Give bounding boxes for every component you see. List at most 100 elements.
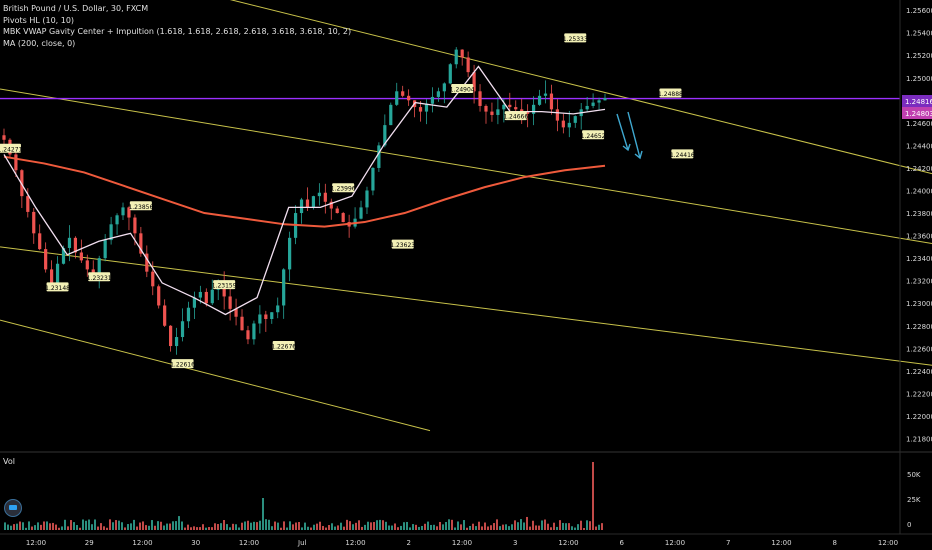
legend-symbol[interactable]: British Pound / U.S. Dollar, 30, FXCM [3,4,149,13]
volume-bar [289,521,291,530]
volume-bar [421,525,423,530]
volume-bar [502,524,504,530]
channel-line-0 [229,0,932,175]
candles [2,47,607,355]
volume-bar [595,526,597,530]
volume-bar [541,520,543,530]
volume-bar [97,526,99,530]
pivot-label: 1.23148 [45,285,70,292]
volume-bar [136,526,138,530]
price-tick-label: 1.25000 [906,75,932,83]
volume-bar [394,523,396,530]
volume-bar [460,524,462,530]
candle [157,286,161,306]
ma-200-line [3,155,606,228]
candle [365,190,369,208]
time-tick-label: 12:00 [26,539,46,547]
volume-bar [223,520,225,530]
legend: British Pound / U.S. Dollar, 30, FXCM Pi… [3,3,351,49]
volume-bar [442,524,444,530]
volume-bar [466,527,468,530]
candle [198,291,202,298]
volume-bar [511,524,513,530]
time-tick-label: 12:00 [452,539,472,547]
vwap-line [3,65,606,316]
volume-bar [166,523,168,530]
volume-bar [382,520,384,530]
pivot-label: 1.24888 [658,91,683,98]
volume-bar [64,519,66,530]
volume-bar [259,520,261,530]
volume-bar [148,525,150,530]
price-tick-label: 1.22800 [906,323,932,331]
candle [597,100,601,103]
volume-bar [55,524,57,530]
volume-bar [328,525,330,530]
volume-bar [445,521,447,530]
candle [276,305,280,313]
candle [246,330,250,340]
volume-bar [7,524,9,530]
candle [121,207,125,216]
volume-bar [295,522,297,530]
candle [460,49,464,58]
candle [502,104,506,110]
candle [85,260,89,270]
volume-bar [19,521,21,530]
pivot-label-box [659,88,682,98]
price-tick-label: 1.25600 [906,7,932,15]
volume-bar [85,520,87,530]
volume-bar [25,527,27,530]
candle [603,98,607,101]
volume-bar [292,524,294,530]
pivot-label: 1.24416 [670,152,695,159]
candle [466,57,470,73]
candle [204,291,208,304]
pivot-label-box [272,341,295,351]
price-tick-label: 1.25200 [906,52,932,60]
candle [282,269,286,306]
volume-bar [403,522,405,530]
pivot-label: 1.22616 [170,362,195,369]
volume-bar [598,524,600,530]
volume-bar [436,526,438,530]
candle [508,104,512,108]
volume-bar [397,527,399,530]
candle [169,325,173,347]
volume-bar [565,523,567,530]
candle [323,192,327,202]
volume-bar [106,527,108,530]
volume-bar [478,521,480,530]
volume-bar [469,525,471,530]
pivot-label: 1.23231 [87,275,112,282]
volume-bar [364,524,366,530]
volume-bar [577,524,579,530]
projection-arrows [616,111,643,160]
legend-vwap[interactable]: MBK VWAP Gavity Center + Impultion (1.61… [3,27,352,36]
volume-bar [343,526,345,530]
volume-bar [139,522,141,530]
volume-bar [322,525,324,530]
volume-bar [451,519,453,530]
volume-bar [31,526,33,530]
candle [585,105,589,110]
candle [299,199,304,214]
volume-bar [175,521,177,530]
candle [210,289,214,304]
volume-bar [22,522,24,530]
candle [180,321,185,338]
volume-bar [205,527,207,530]
volume-bar [325,527,327,530]
volume-bar [481,526,483,530]
volume-bar [229,527,231,530]
channel-line-1 [0,88,932,244]
volume-bar [88,519,90,530]
legend-ma[interactable]: MA (200, close, 0) [3,38,76,48]
tradingview-logo-icon[interactable] [4,499,22,517]
volume-bar [43,521,45,530]
legend-pivots[interactable]: Pivots HL (10, 10) [3,15,75,25]
volume-bar [91,524,93,530]
volume-bar [484,522,486,530]
